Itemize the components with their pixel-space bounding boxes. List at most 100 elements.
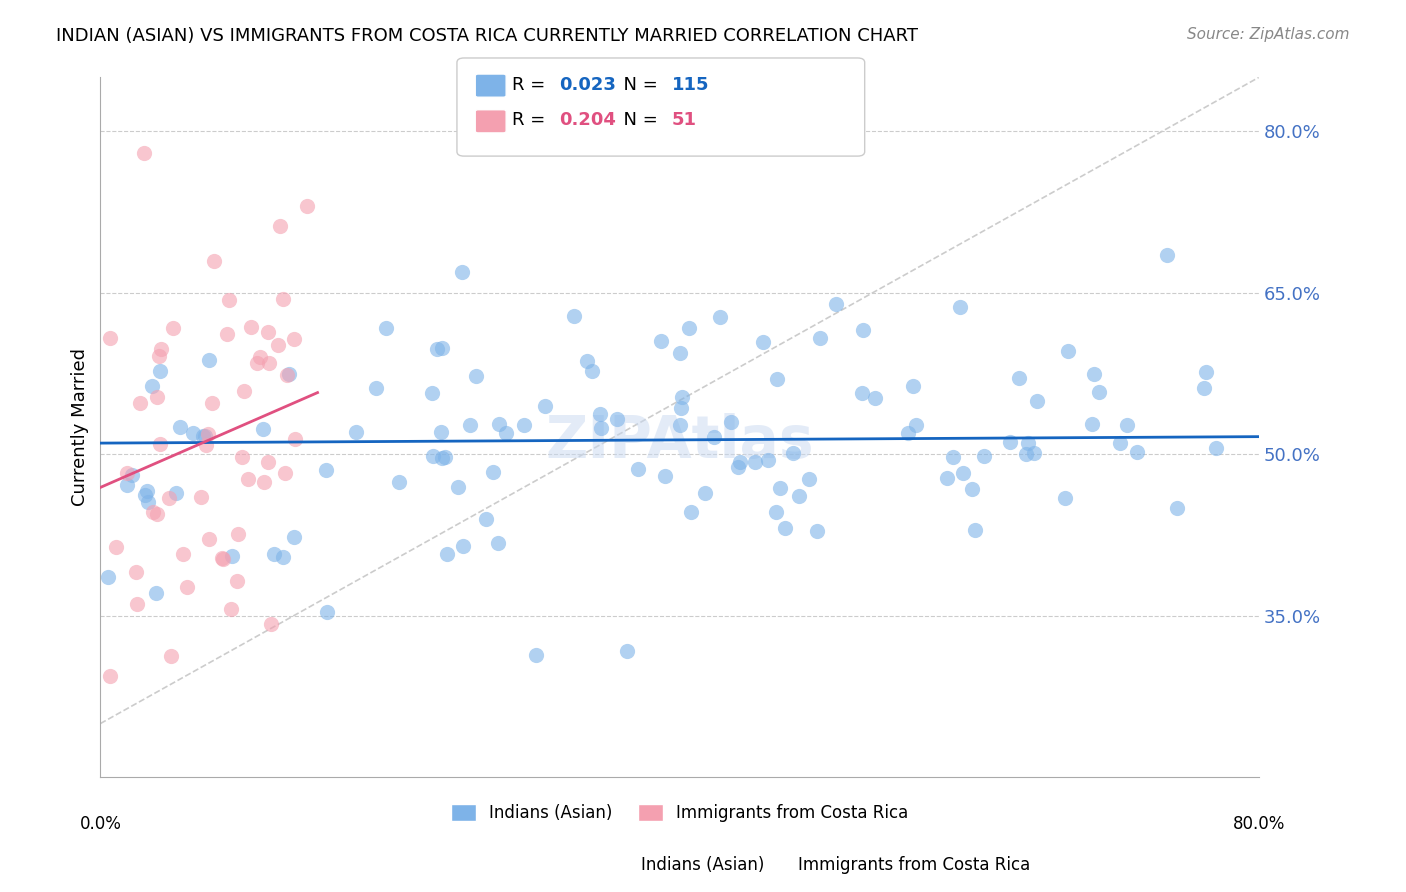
Point (1195, 365, 1218, 379)
Point (226, 574, 249, 588)
Point (430, 341, 453, 355)
Point (695, 486, 717, 500)
Point (162, 321, 184, 335)
Point (253, 475, 276, 489)
Text: Source: ZipAtlas.com: Source: ZipAtlas.com (1187, 27, 1350, 42)
Point (797, 473, 820, 487)
Point (1192, 382, 1215, 396)
Text: ZIPAtlas: ZIPAtlas (546, 413, 814, 470)
Point (949, 300, 972, 314)
Point (194, 429, 217, 443)
Point (430, 425, 453, 440)
Point (146, 390, 169, 404)
Point (703, 430, 725, 444)
Point (1083, 367, 1105, 381)
Point (278, 367, 301, 381)
Point (589, 421, 612, 435)
Point (295, 199, 318, 213)
Point (145, 586, 167, 600)
Point (124, 565, 146, 579)
Point (121, 467, 143, 482)
Point (752, 334, 775, 349)
Point (430, 451, 453, 466)
Point (115, 466, 138, 480)
Point (576, 354, 599, 368)
Point (105, 541, 128, 555)
Point (125, 597, 148, 611)
Point (808, 331, 831, 345)
Point (246, 356, 269, 370)
Point (589, 408, 612, 422)
Point (426, 342, 449, 356)
Point (671, 390, 693, 404)
Point (346, 425, 368, 440)
Point (787, 490, 810, 504)
Point (283, 530, 305, 544)
Point (744, 455, 766, 469)
Point (194, 438, 217, 452)
Point (1156, 248, 1178, 262)
Point (176, 580, 198, 594)
Point (1088, 385, 1111, 400)
Point (217, 326, 239, 341)
Point (942, 450, 965, 465)
Point (232, 384, 254, 399)
Point (201, 395, 224, 409)
Point (388, 475, 411, 490)
Point (191, 429, 214, 443)
Point (115, 477, 138, 491)
Point (534, 400, 557, 414)
Point (132, 145, 155, 160)
Point (765, 371, 787, 385)
Point (202, 253, 225, 268)
Point (422, 449, 444, 463)
Point (765, 505, 787, 519)
Point (935, 471, 957, 485)
Point (450, 265, 472, 279)
Point (458, 418, 481, 433)
Point (1126, 444, 1149, 458)
Point (433, 450, 456, 464)
Point (756, 453, 779, 467)
Text: Indians (Asian): Indians (Asian) (641, 856, 765, 874)
Point (142, 505, 165, 519)
Text: 0.204: 0.204 (560, 112, 616, 129)
Point (315, 463, 337, 477)
Point (197, 427, 219, 442)
Point (129, 396, 152, 410)
Point (963, 523, 986, 537)
Point (146, 507, 169, 521)
Point (211, 550, 233, 565)
Point (221, 549, 243, 563)
Point (269, 219, 291, 233)
Point (136, 484, 159, 499)
Point (136, 495, 159, 509)
Point (436, 547, 458, 561)
Point (1205, 441, 1227, 455)
Text: R =: R = (512, 76, 551, 94)
Point (257, 455, 280, 469)
Point (562, 309, 585, 323)
Point (486, 536, 509, 550)
Text: N =: N = (612, 112, 664, 129)
Text: INDIAN (ASIAN) VS IMMIGRANTS FROM COSTA RICA CURRENTLY MARRIED CORRELATION CHART: INDIAN (ASIAN) VS IMMIGRANTS FROM COSTA … (56, 27, 918, 45)
Point (616, 644, 638, 658)
Point (197, 353, 219, 368)
Point (98, 331, 121, 345)
Point (720, 415, 742, 429)
Point (1057, 343, 1080, 358)
Text: 80.0%: 80.0% (1233, 815, 1285, 833)
Point (267, 338, 290, 352)
Point (451, 539, 474, 553)
Point (134, 488, 156, 502)
Point (852, 323, 875, 337)
Point (669, 346, 692, 360)
Point (252, 422, 274, 436)
Point (149, 342, 172, 356)
Point (97, 569, 120, 583)
Point (851, 386, 873, 401)
Point (482, 466, 505, 480)
Point (1015, 447, 1038, 461)
Point (271, 292, 294, 306)
Point (782, 446, 804, 460)
